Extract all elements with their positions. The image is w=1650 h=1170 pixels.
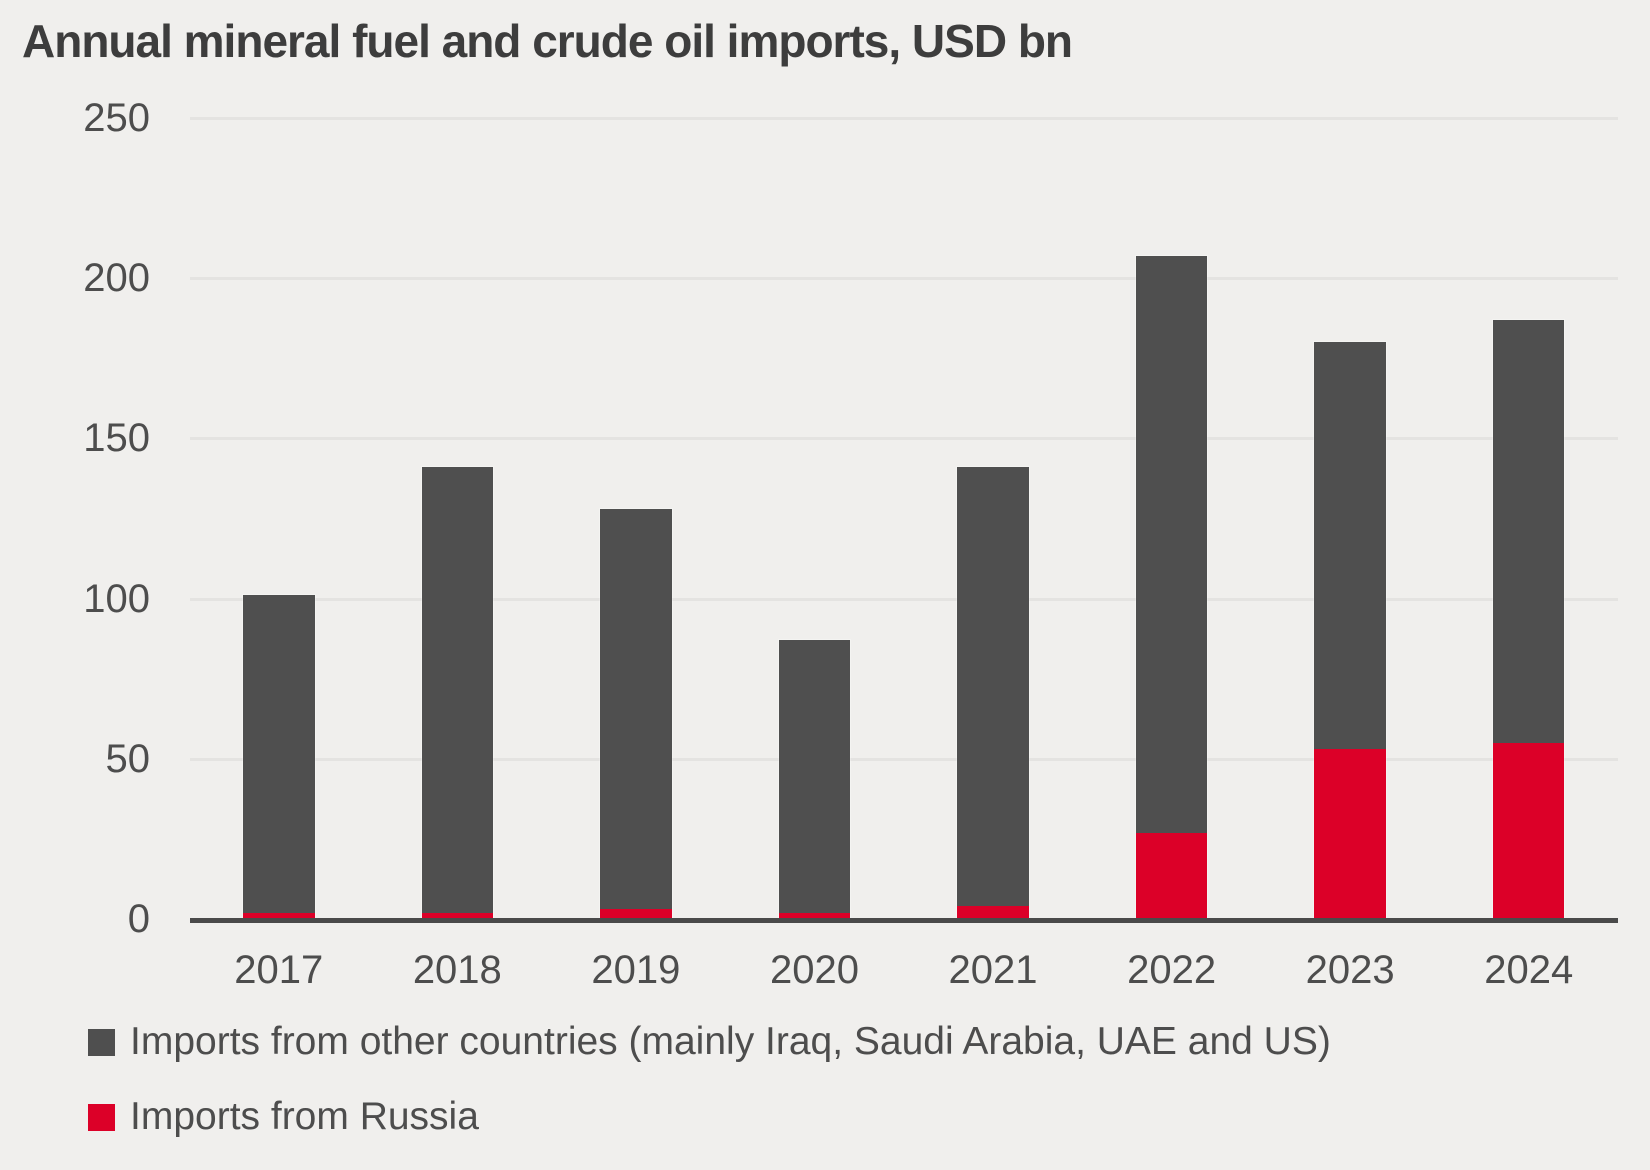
bar-2018-russia-segment — [421, 912, 494, 919]
russia-swatch-icon — [88, 1103, 115, 1131]
bar-2023 — [1313, 341, 1387, 920]
x-tick-label-2022: 2022 — [1127, 948, 1217, 992]
x-tick-label-2019: 2019 — [591, 948, 681, 992]
legend-label-other-countries: Imports from other countries (mainly Ira… — [130, 1020, 1331, 1063]
gridline-200 — [190, 277, 1618, 281]
bar-2017-russia-segment — [243, 912, 315, 919]
legend-label-russia: Imports from Russia — [130, 1095, 479, 1138]
bar-2020-other-segment — [778, 640, 851, 913]
bar-2018 — [420, 466, 495, 920]
x-tick-label-2020: 2020 — [769, 948, 859, 992]
bar-2023-russia-segment — [1314, 749, 1386, 919]
bar-2020-russia-segment — [778, 912, 851, 919]
y-tick-label-200: 200 — [83, 256, 150, 301]
bar-2022-other-segment — [1135, 255, 1208, 833]
gridline-100 — [190, 597, 1618, 601]
chart-title: Annual mineral fuel and crude oil import… — [22, 15, 1073, 67]
x-tick-label-2021: 2021 — [948, 948, 1038, 992]
legend-item-other-countries: Imports from other countries (mainly Ira… — [88, 1016, 1331, 1068]
y-tick-label-0: 0 — [127, 897, 150, 941]
bar-2019-other-segment — [600, 508, 672, 910]
x-tick-label-2024: 2024 — [1484, 948, 1574, 992]
y-tick-label-250: 250 — [83, 96, 150, 140]
bar-2024-other-segment — [1492, 319, 1565, 743]
other-countries-swatch-icon — [88, 1028, 115, 1056]
bar-2019 — [599, 507, 673, 921]
bar-2022-russia-segment — [1135, 832, 1208, 919]
bar-2022 — [1134, 254, 1209, 921]
gridline-50 — [190, 757, 1618, 761]
legend: Imports from other countries (mainly Ira… — [88, 1016, 1331, 1166]
x-tick-label-2023: 2023 — [1305, 948, 1395, 992]
bar-2021-russia-segment — [957, 906, 1029, 919]
bar-2020 — [777, 639, 852, 920]
bar-2021 — [956, 466, 1030, 920]
bar-2021-other-segment — [957, 467, 1029, 907]
bar-2017-other-segment — [243, 595, 315, 913]
bar-2018-other-segment — [421, 467, 494, 913]
x-axis-line — [190, 918, 1618, 923]
y-tick-label-150: 150 — [83, 416, 150, 461]
bar-2024-russia-segment — [1492, 742, 1565, 919]
bar-2024 — [1491, 318, 1566, 921]
bar-2023-other-segment — [1314, 342, 1386, 750]
gridline-150 — [190, 437, 1618, 441]
x-tick-label-2017: 2017 — [234, 948, 324, 992]
legend-item-russia: Imports from Russia — [88, 1091, 1331, 1143]
y-tick-label-50: 50 — [105, 736, 151, 781]
plot-area — [190, 117, 1618, 923]
bar-2017 — [242, 594, 316, 920]
x-tick-label-2018: 2018 — [412, 948, 502, 992]
y-tick-label-100: 100 — [83, 576, 150, 621]
bar-2019-russia-segment — [600, 909, 672, 919]
gridline-250 — [190, 117, 1618, 120]
